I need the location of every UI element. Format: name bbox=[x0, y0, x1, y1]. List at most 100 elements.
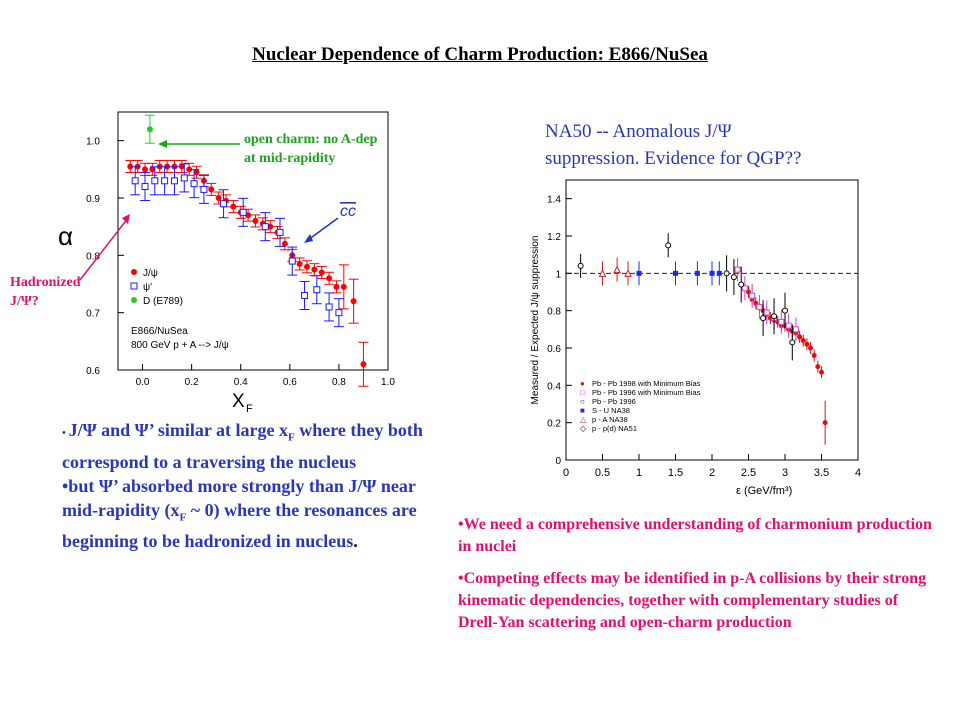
pbpb96mb-point bbox=[756, 303, 763, 310]
jpsi-point bbox=[333, 283, 340, 290]
y-tick-label: 0.8 bbox=[547, 307, 561, 318]
legend: ● Pb - Pb 1998 with Minimum Bias □ Pb - Pb … bbox=[580, 379, 701, 433]
y-tick-label: 1 bbox=[555, 269, 561, 280]
na50-title: NA50 -- Anomalous J/Ψ suppression. Evide… bbox=[545, 118, 801, 172]
y-tick-label: 0.8 bbox=[86, 251, 100, 262]
pbpb98-point bbox=[808, 345, 814, 351]
jpsi-point bbox=[149, 166, 156, 173]
psip-point bbox=[200, 185, 208, 193]
legend-label: p - A NA38 bbox=[592, 415, 628, 424]
alpha-label: α bbox=[58, 221, 73, 251]
pbpb98-point bbox=[822, 420, 828, 426]
cc-arrowhead bbox=[304, 234, 313, 243]
legend-opencharm: D (E789) bbox=[143, 296, 183, 307]
psip-point bbox=[141, 183, 149, 191]
jpsi-point bbox=[296, 260, 303, 267]
pbpb96mb-point bbox=[741, 285, 748, 292]
x-tick-label: 0 bbox=[563, 467, 569, 479]
x-tick-label: 3 bbox=[782, 467, 788, 479]
jpsi-point bbox=[340, 283, 347, 290]
y-tick-label: 0 bbox=[555, 456, 561, 467]
legend-marker: □ bbox=[580, 388, 585, 397]
slide-title: Nuclear Dependence of Charm Production: … bbox=[252, 44, 708, 65]
x-tick-label: 0.4 bbox=[234, 377, 248, 388]
hadronized-note: Hadronized J/Ψ? bbox=[10, 273, 81, 311]
y-tick-label: 1.2 bbox=[547, 232, 561, 243]
legend-label: S - U NA38 bbox=[592, 406, 630, 415]
y-tick-label: 0.7 bbox=[86, 309, 100, 320]
pbpb96-point bbox=[771, 313, 778, 320]
pbpb96mb-point bbox=[778, 318, 785, 325]
y-tick-label: 1.4 bbox=[547, 195, 561, 206]
jpsi-point bbox=[350, 298, 357, 305]
x-tick-label: 1 bbox=[636, 467, 642, 479]
jpsi-point bbox=[318, 269, 325, 276]
psip-point bbox=[301, 291, 309, 299]
data-points bbox=[577, 233, 828, 445]
jpsi-point bbox=[360, 361, 367, 368]
x-tick-label: 0.0 bbox=[136, 377, 150, 388]
psip-point bbox=[335, 309, 343, 317]
y-tick-label: 0.9 bbox=[86, 194, 100, 205]
pbpb98-point bbox=[815, 364, 821, 370]
pbpb96-point bbox=[730, 274, 737, 281]
legend-marker: ○ bbox=[580, 397, 585, 406]
legend-marker: ◇ bbox=[580, 424, 587, 433]
left-bullet-2: •but Ψ’ absorbed more strongly than J/Ψ … bbox=[62, 475, 417, 552]
psip-point bbox=[325, 303, 333, 311]
pbpb96-point bbox=[723, 270, 730, 277]
pbpb96mb-point bbox=[763, 309, 770, 316]
left-bullets: • J/Ψ and Ψ’ similar at large xF where t… bbox=[62, 418, 452, 553]
pbpb96mb-point bbox=[785, 322, 792, 329]
psip-point bbox=[313, 286, 321, 294]
psip-point bbox=[220, 200, 228, 208]
pbpb98-point bbox=[797, 334, 803, 340]
plot-frame bbox=[117, 111, 389, 371]
open-charm-note-line1: open charm: no A-dep bbox=[244, 132, 378, 147]
hadronized-arrowhead bbox=[122, 214, 130, 224]
jpsi-point bbox=[281, 240, 288, 247]
x-tick-label: 0.2 bbox=[185, 377, 199, 388]
pbpb98-point bbox=[819, 369, 824, 375]
y-axis-label: Measured / Expected J/ψ suppression bbox=[530, 236, 541, 405]
axis-ticks: 0.0 0.2 0.4 0.6 0.8 1.0 0.6 0.7 0.8 0.9 1.0 bbox=[86, 137, 395, 388]
psip-point bbox=[161, 177, 169, 185]
x-tick-label: 0.8 bbox=[332, 377, 346, 388]
xf-axis-label: X bbox=[232, 391, 245, 412]
legend-marker: ● bbox=[580, 379, 585, 388]
pbpb96mb-point bbox=[749, 292, 756, 299]
xf-axis-sub: F bbox=[246, 403, 253, 415]
open-charm-note: open charm: no A-dep at mid-rapidity bbox=[244, 130, 377, 168]
legend-jpsi-marker bbox=[131, 269, 137, 275]
legend-psip: ψ' bbox=[143, 282, 152, 293]
jpsi-point bbox=[230, 203, 237, 210]
beam-label: 800 GeV p + A --> J/ψ bbox=[131, 340, 229, 351]
open-charm-point bbox=[146, 126, 153, 133]
jpsi-point bbox=[304, 263, 310, 270]
jpsi-point bbox=[178, 163, 185, 170]
psip-point bbox=[170, 177, 178, 185]
pp-point bbox=[665, 242, 672, 249]
right-bullet-1: •We need a comprehensive understanding o… bbox=[458, 516, 932, 555]
pbpb96mb-point bbox=[792, 326, 799, 333]
x-tick-label: 2.5 bbox=[741, 467, 756, 479]
x-axis-label: ε (GeV/fm³) bbox=[736, 485, 792, 497]
open-charm-arrowhead bbox=[158, 140, 167, 148]
x-tick-label: 0.5 bbox=[595, 467, 610, 479]
psip-point bbox=[239, 208, 247, 216]
jpsi-point bbox=[252, 217, 259, 224]
jpsi-point bbox=[193, 169, 200, 176]
jpsi-point bbox=[215, 195, 222, 201]
y-tick-label: 0.6 bbox=[547, 344, 561, 355]
psip-point bbox=[261, 223, 269, 231]
na50-suppression-plot: 0 0.5 1 1.5 2 2.5 3 3.5 4 0 0.2 0.4 0.6 0.8 1 1.2 1.4 Me… bbox=[530, 179, 861, 497]
legend-jpsi: J/ψ bbox=[143, 268, 158, 279]
left-bullet-1: • J/Ψ and Ψ’ similar at large xF where t… bbox=[62, 420, 423, 472]
legend-psip-marker bbox=[130, 282, 138, 290]
pbpb96-point bbox=[738, 281, 745, 288]
psip-point bbox=[131, 177, 139, 185]
y-tick-label: 0.6 bbox=[86, 366, 100, 377]
pa-point bbox=[598, 269, 607, 277]
y-tick-label: 0.2 bbox=[547, 419, 561, 430]
pbpb96-point bbox=[760, 315, 767, 322]
